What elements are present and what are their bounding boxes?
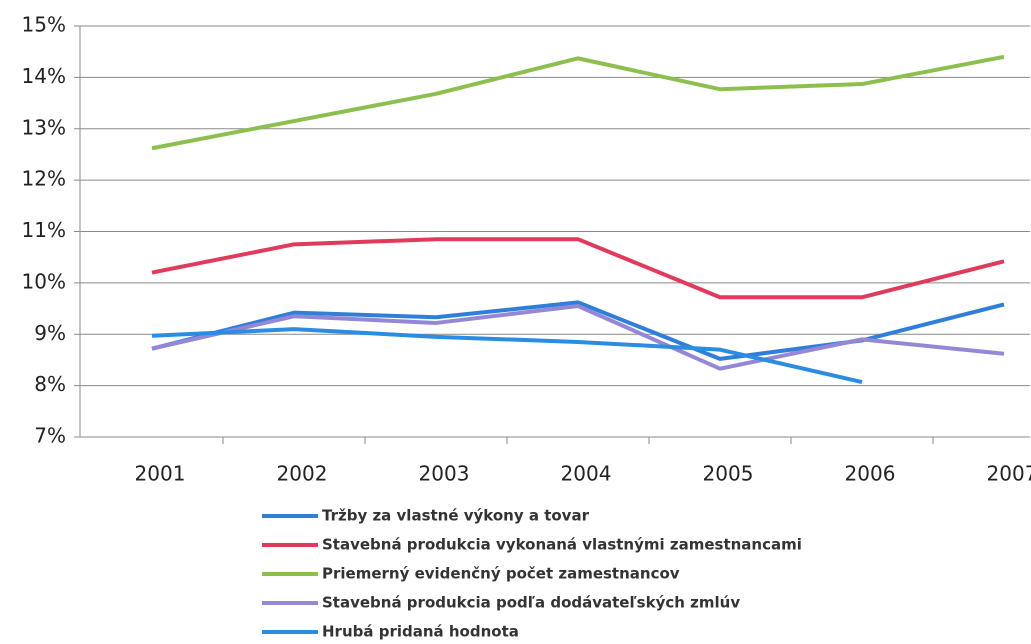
x-tick-label: 2007 bbox=[987, 462, 1031, 486]
series-line bbox=[151, 327, 863, 384]
series-line bbox=[151, 303, 1005, 371]
y-tick-label: 9% bbox=[34, 321, 66, 345]
x-tick-label: 2004 bbox=[561, 462, 612, 486]
x-tick-label: 2006 bbox=[845, 462, 896, 486]
x-tick-label: 2002 bbox=[277, 462, 328, 486]
y-tick-label: 8% bbox=[34, 372, 66, 396]
y-tick-label: 7% bbox=[34, 424, 66, 448]
legend-label: Stavebná produkcia vykonaná vlastnými za… bbox=[322, 536, 802, 554]
x-tick-label: 2005 bbox=[703, 462, 754, 486]
legend-label: Priemerný evidenčný počet zamestnancov bbox=[322, 565, 680, 583]
y-tick-label: 11% bbox=[22, 218, 66, 242]
y-tick-label: 10% bbox=[22, 269, 66, 293]
legend-label: Stavebná produkcia podľa dodávateľských … bbox=[322, 594, 740, 612]
y-tick-label: 12% bbox=[22, 167, 66, 191]
series-line bbox=[151, 54, 1005, 151]
y-tick-label: 13% bbox=[22, 115, 66, 139]
y-tick-label: 15% bbox=[22, 13, 66, 37]
x-tick-label: 2001 bbox=[135, 462, 186, 486]
series-line bbox=[151, 237, 1005, 300]
legend-label: Hrubá pridaná hodnota bbox=[322, 623, 519, 641]
y-tick-label: 14% bbox=[22, 64, 66, 88]
legend-label: Tržby za vlastné výkony a tovar bbox=[322, 507, 590, 525]
x-tick-label: 2003 bbox=[419, 462, 470, 486]
